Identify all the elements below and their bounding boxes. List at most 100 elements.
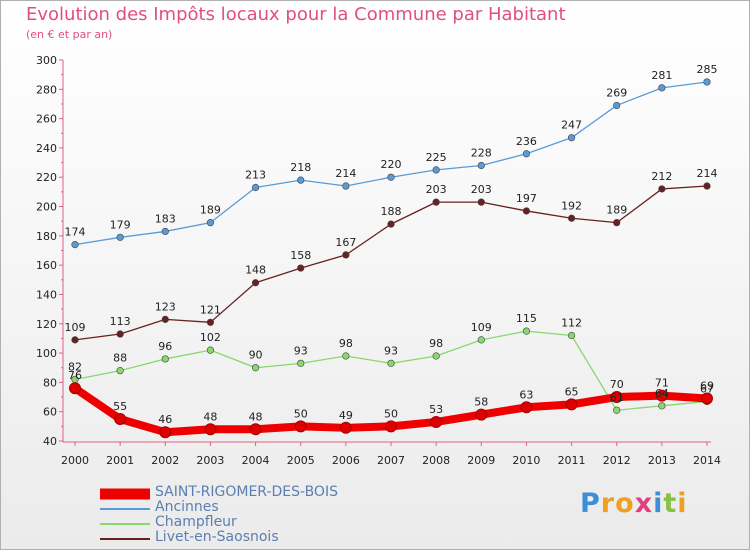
data-point: [701, 392, 713, 405]
logo-letter: P: [580, 488, 601, 519]
legend-label: Livet-en-Saosnois: [155, 529, 279, 545]
data-label: 225: [426, 151, 447, 164]
y-tick-label: 80: [43, 376, 57, 389]
data-point: [655, 389, 668, 402]
y-tick-label: 240: [36, 142, 57, 155]
data-point: [297, 264, 305, 272]
data-point: [522, 150, 531, 158]
data-label: 121: [200, 303, 221, 316]
data-label: 49: [339, 409, 353, 422]
data-label: 53: [429, 403, 443, 416]
data-label: 220: [381, 158, 402, 171]
data-point: [342, 251, 350, 259]
data-label: 214: [697, 167, 718, 180]
logo-letter: o: [615, 488, 635, 519]
y-tick-label: 120: [36, 318, 57, 331]
data-label: 50: [294, 407, 308, 420]
data-point: [71, 241, 79, 249]
data-label: 93: [384, 344, 398, 357]
data-label: 71: [655, 377, 669, 390]
data-point: [116, 330, 124, 338]
data-label: 61: [610, 391, 624, 404]
data-label: 98: [429, 337, 443, 350]
y-tick-label: 200: [36, 201, 57, 214]
data-point: [567, 214, 576, 222]
x-tick-label: 2004: [242, 454, 270, 467]
data-point: [114, 413, 127, 426]
data-point: [206, 346, 215, 354]
data-point: [613, 101, 621, 110]
x-tick-label: 2010: [512, 454, 540, 467]
data-label: 102: [200, 331, 221, 344]
legend-swatch-ancinnes: [100, 507, 150, 510]
data-label: 55: [113, 400, 127, 413]
data-point: [567, 134, 576, 142]
data-label: 90: [249, 349, 263, 362]
legend-label: SAINT-RIGOMER-DES-BOIS: [155, 484, 338, 500]
logo-letter: x: [634, 488, 654, 519]
data-label: 112: [561, 316, 582, 329]
y-tick-label: 280: [36, 83, 57, 96]
data-label: 50: [384, 407, 398, 420]
data-point: [520, 401, 533, 414]
legend-swatch-livet: [100, 537, 150, 540]
legend-label: Champfleur: [155, 514, 237, 530]
data-point: [703, 78, 711, 86]
data-point: [251, 183, 260, 192]
data-point: [613, 219, 621, 227]
data-point: [297, 176, 305, 184]
data-label: 58: [474, 396, 488, 409]
data-label: 63: [519, 388, 533, 401]
proxiti-logo: Proxiti: [580, 488, 688, 519]
logo-letter: r: [600, 488, 616, 519]
data-label: 109: [65, 321, 86, 334]
data-label: 189: [200, 204, 221, 217]
data-label: 148: [245, 264, 266, 277]
data-label: 281: [651, 69, 672, 82]
data-point: [159, 426, 172, 439]
data-point: [161, 227, 169, 236]
data-label: 269: [606, 86, 627, 99]
data-label: 203: [471, 183, 492, 196]
data-label: 46: [158, 413, 172, 426]
data-point: [432, 352, 440, 360]
data-point: [610, 391, 623, 404]
data-label: 228: [471, 147, 492, 160]
legend-label: Ancinnes: [155, 499, 219, 515]
data-point: [161, 355, 169, 363]
logo-letter: t: [663, 488, 678, 519]
data-label: 197: [516, 192, 537, 205]
data-point: [567, 331, 576, 340]
legend-swatch-saint-rigomer: [100, 488, 150, 499]
data-point: [658, 402, 666, 410]
x-tick-label: 2013: [648, 454, 676, 467]
data-point: [339, 421, 352, 434]
data-point: [206, 318, 215, 326]
data-point: [161, 315, 169, 323]
data-label: 218: [290, 161, 311, 174]
data-label: 167: [335, 236, 356, 249]
x-tick-label: 2007: [377, 454, 405, 467]
logo-letter: i: [653, 488, 664, 519]
data-point: [703, 182, 711, 190]
data-label: 123: [155, 300, 176, 313]
data-label: 48: [203, 410, 217, 423]
data-point: [206, 219, 215, 227]
data-label: 285: [697, 63, 718, 76]
data-label: 67: [700, 382, 714, 395]
data-label: 88: [113, 352, 127, 365]
data-point: [477, 336, 485, 344]
data-label: 158: [290, 249, 311, 262]
data-point: [432, 198, 440, 206]
data-label: 109: [471, 321, 492, 334]
data-point: [204, 423, 217, 436]
x-tick-label: 2005: [287, 454, 315, 467]
data-point: [385, 420, 397, 433]
x-tick-label: 2003: [196, 454, 224, 467]
data-point: [297, 359, 305, 367]
x-tick-label: 2002: [151, 454, 179, 467]
data-label: 113: [110, 315, 131, 328]
data-point: [294, 420, 307, 433]
y-tick-label: 220: [36, 171, 57, 184]
data-label: 64: [655, 387, 669, 400]
